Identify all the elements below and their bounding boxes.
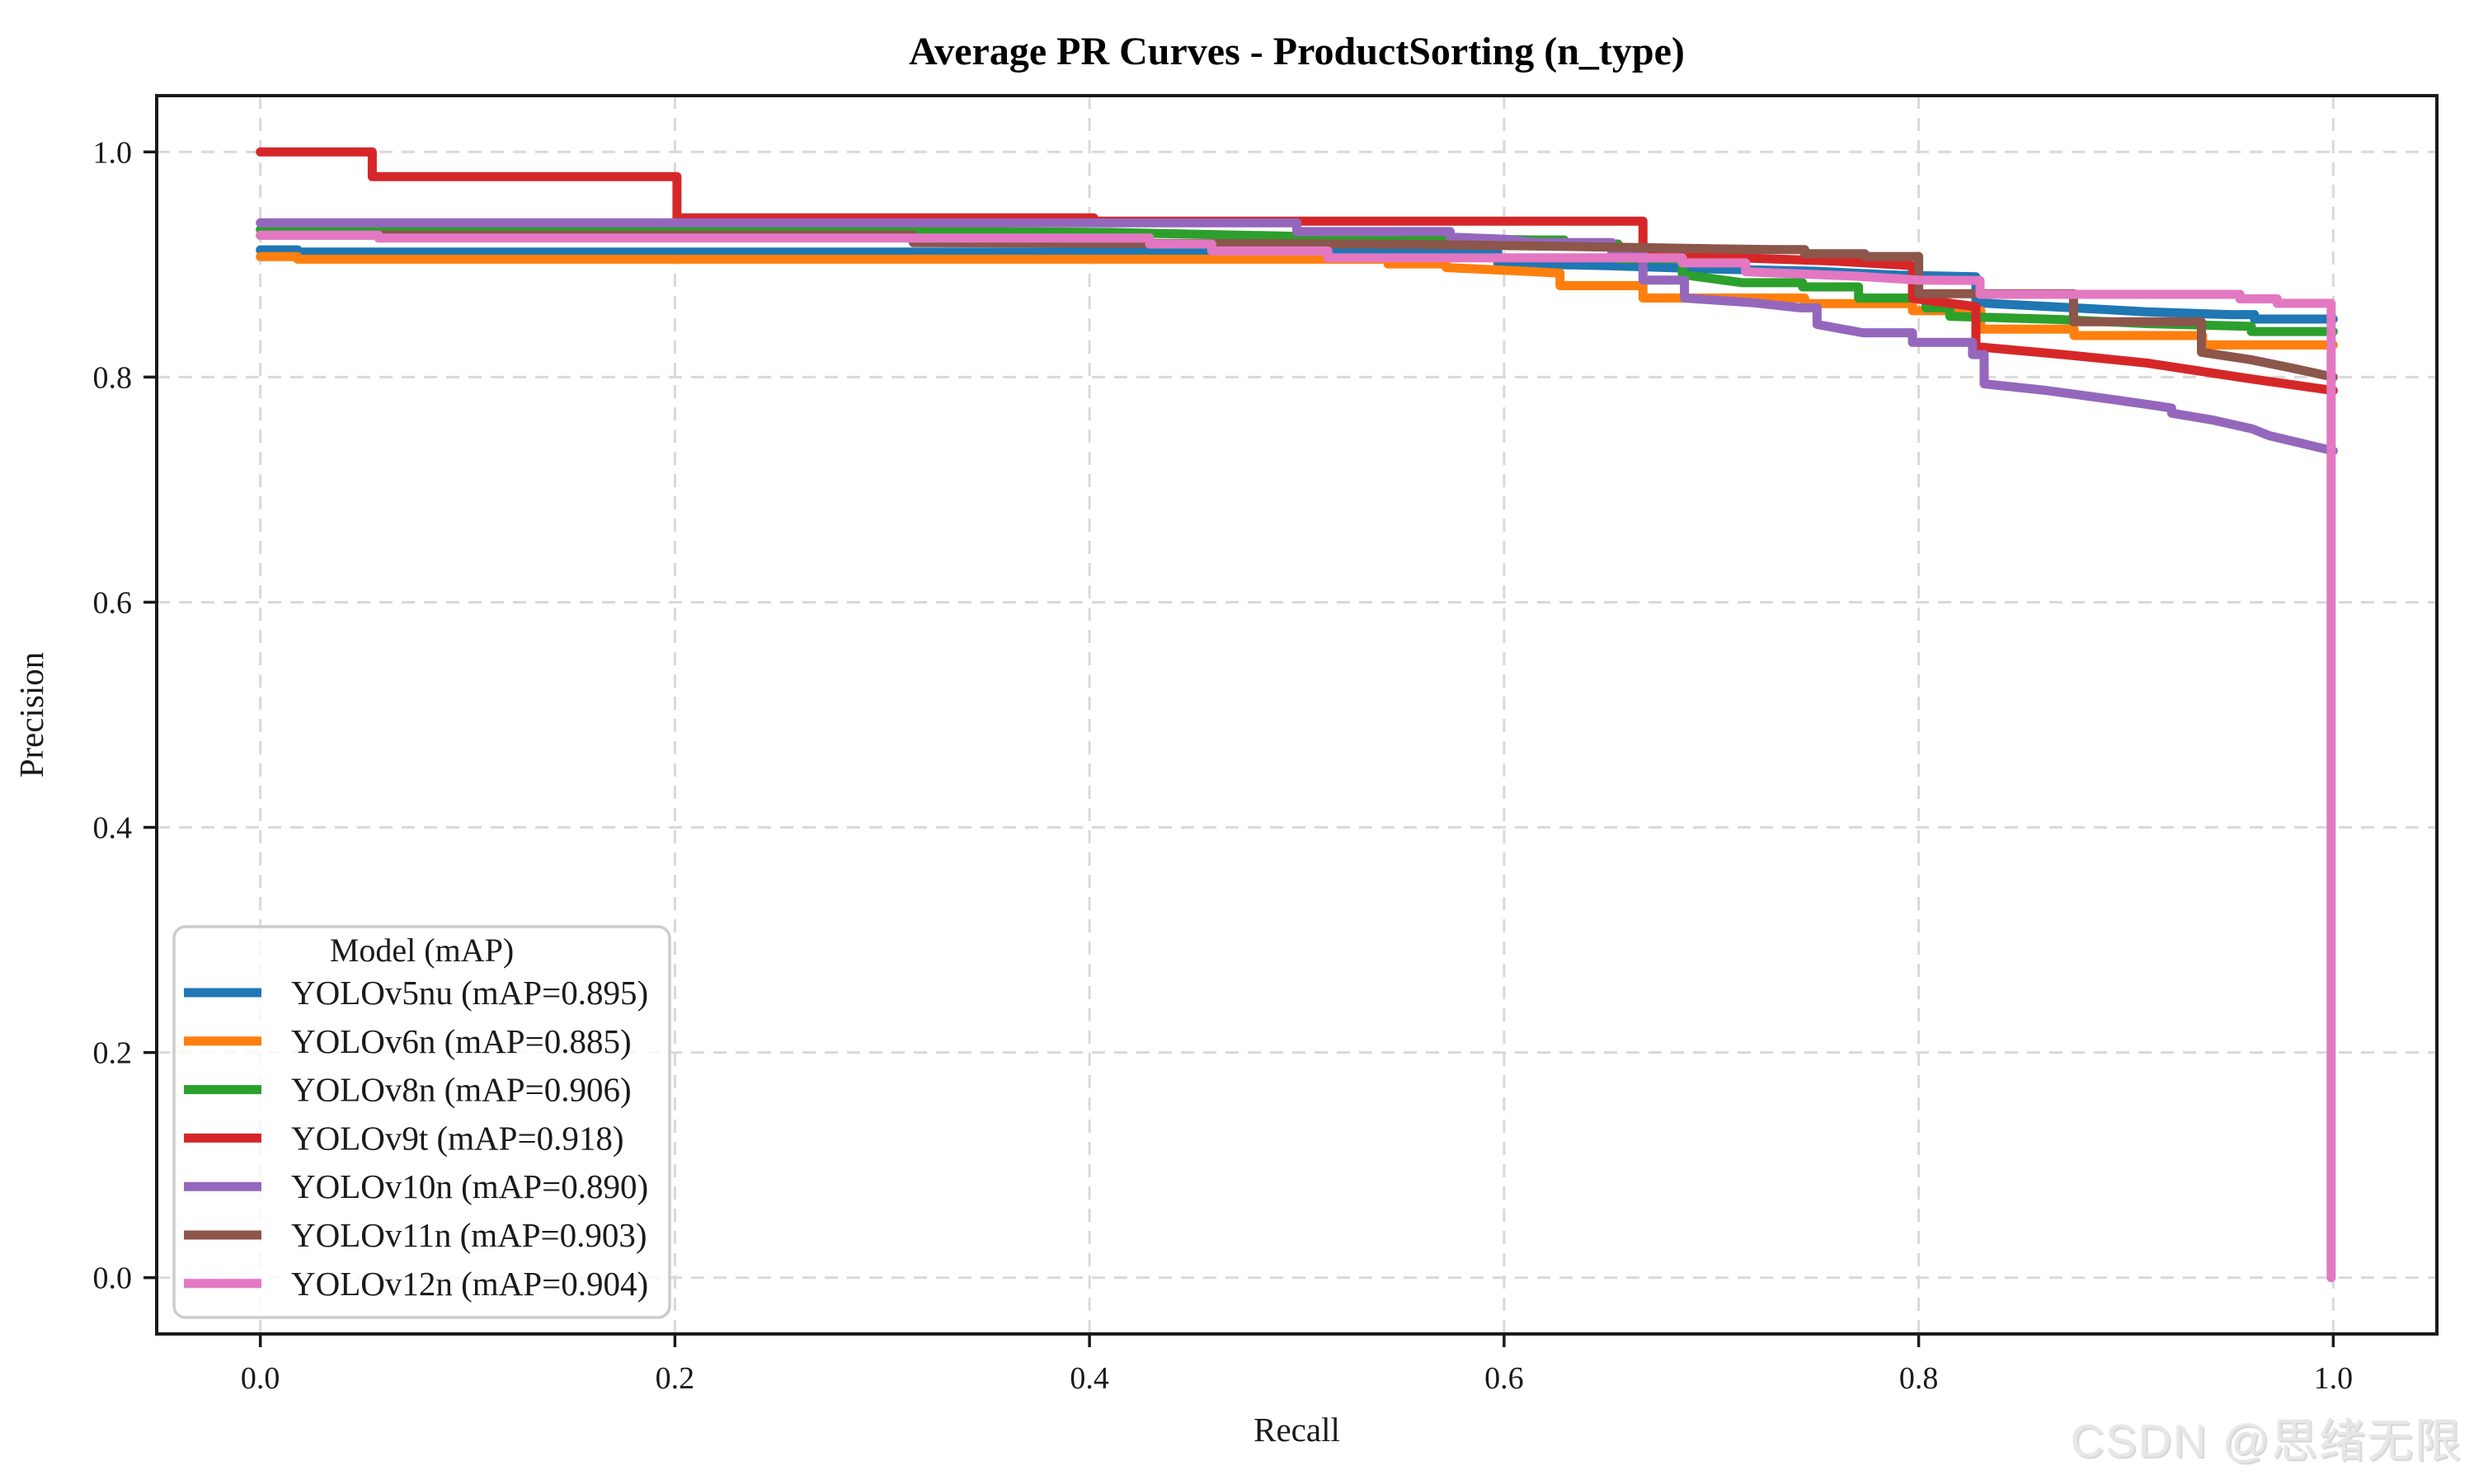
curve-yolov9t <box>256 147 2338 396</box>
curve-yolov11n <box>256 230 2338 382</box>
x-tick-label: 0.2 <box>656 1361 695 1396</box>
axis-ticks: 0.0 0.2 0.4 0.6 0.8 1.0 0.0 0.2 0.4 0.6 0.8 1.0 <box>93 135 2354 1396</box>
legend-title: Model (mAP) <box>330 932 514 969</box>
series-curves <box>256 147 2338 1283</box>
x-tick-label: 0.4 <box>1070 1361 1109 1396</box>
curve-yolov10n <box>256 218 2338 456</box>
x-tick-label: 0.0 <box>241 1361 280 1396</box>
y-tick-label: 0.4 <box>93 811 133 846</box>
legend: Model (mAP) YOLOv5nu (mAP=0.895) YOLOv6n (… <box>172 925 671 1319</box>
legend-label-yolov5nu: YOLOv5nu (mAP=0.895) <box>291 974 648 1012</box>
gridlines <box>157 96 2437 1334</box>
chart-title: Average PR Curves - ProductSorting (n_ty… <box>909 30 1685 73</box>
x-tick-label: 0.6 <box>1484 1361 1524 1396</box>
x-axis-label: Recall <box>1253 1411 1340 1449</box>
legend-label-yolov6n: YOLOv6n (mAP=0.885) <box>291 1022 632 1060</box>
legend-label-yolov10n: YOLOv10n (mAP=0.890) <box>291 1167 648 1205</box>
y-tick-label: 0.2 <box>93 1036 133 1071</box>
plot-spines <box>155 94 2439 1336</box>
x-tick-label: 0.8 <box>1899 1361 1939 1396</box>
y-tick-label: 0.0 <box>93 1261 133 1296</box>
y-tick-label: 0.6 <box>93 585 133 620</box>
curve-yolov12n <box>256 230 2336 1283</box>
legend-label-yolov12n: YOLOv12n (mAP=0.904) <box>291 1265 648 1303</box>
x-tick-label: 1.0 <box>2314 1361 2354 1396</box>
legend-label-yolov11n: YOLOv11n (mAP=0.903) <box>291 1216 647 1254</box>
legend-box <box>172 925 671 1319</box>
y-tick-label: 0.8 <box>93 360 133 395</box>
legend-label-yolov8n: YOLOv8n (mAP=0.906) <box>291 1071 632 1109</box>
curve-yolov8n <box>256 225 2338 336</box>
y-axis-label: Precision <box>12 652 50 778</box>
legend-label-yolov9t: YOLOv9t (mAP=0.918) <box>291 1119 624 1157</box>
y-tick-label: 1.0 <box>93 135 133 170</box>
